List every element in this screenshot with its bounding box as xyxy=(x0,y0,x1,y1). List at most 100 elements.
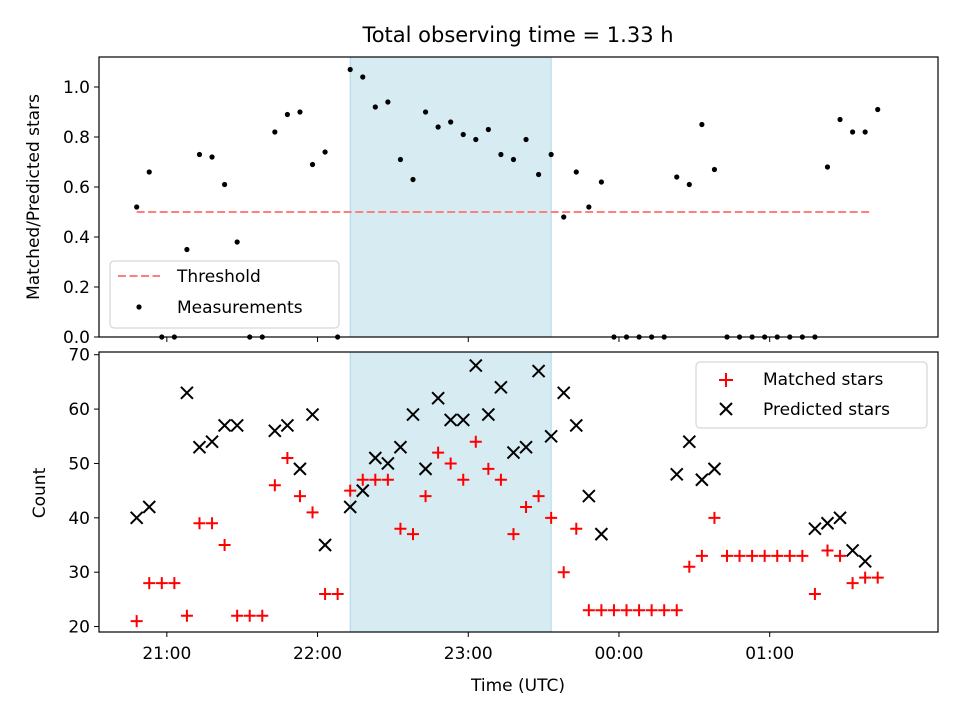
matched-star-point xyxy=(306,506,319,519)
predicted-star-point xyxy=(192,440,207,454)
matched-star-point xyxy=(193,517,206,530)
measurement-point xyxy=(573,169,579,175)
matched-star-point xyxy=(582,604,595,617)
matched-star-point xyxy=(834,549,847,562)
measurement-point xyxy=(221,181,228,188)
bottom-highlight-span xyxy=(349,351,552,633)
measurement-point xyxy=(485,126,491,133)
top-highlight-span xyxy=(349,56,552,338)
bottom-y-axis: 20 30 40 50 60 70 xyxy=(68,346,99,638)
matched-star-point xyxy=(821,544,834,557)
predicted-star-point xyxy=(833,511,847,525)
predicted-star-point xyxy=(293,462,307,476)
matched-star-point xyxy=(695,549,708,562)
matched-star-point xyxy=(557,566,570,579)
predicted-star-point xyxy=(670,467,684,482)
matched-star-point xyxy=(319,587,332,600)
predicted-star-point xyxy=(531,364,546,378)
predicted-star-point xyxy=(180,386,194,400)
matched-star-point xyxy=(482,462,495,475)
matched-star-point xyxy=(758,549,771,562)
matched-star-point xyxy=(733,549,746,562)
bottom-y-tick-label: 40 xyxy=(68,509,90,529)
predicted-star-point xyxy=(393,440,408,454)
bottom-legend: Matched stars Predicted stars xyxy=(695,361,928,429)
predicted-star-point xyxy=(469,358,483,373)
measurement-point xyxy=(146,169,152,175)
measurement-point xyxy=(297,109,303,115)
matched-star-point xyxy=(633,604,646,617)
matched-star-point xyxy=(507,528,520,541)
matched-star-point xyxy=(168,577,181,590)
predicted-star-point xyxy=(845,543,860,558)
measurement-point xyxy=(410,176,416,183)
matched-star-point xyxy=(130,615,143,628)
predicted-star-point xyxy=(418,462,433,476)
predicted-star-point xyxy=(494,380,508,395)
matched-star-point xyxy=(658,604,671,617)
matched-star-point xyxy=(293,490,306,503)
top-y-tick-label: 0.6 xyxy=(63,178,90,198)
matched-star-point xyxy=(670,604,683,617)
matched-star-point xyxy=(155,577,168,590)
matched-star-point xyxy=(708,511,721,524)
legend-matched-swatch xyxy=(719,373,733,387)
measurement-point xyxy=(862,129,868,135)
predicted-star-point xyxy=(456,413,470,427)
predicted-star-point xyxy=(431,391,445,405)
x-tick-label: 00:00 xyxy=(594,644,643,664)
matched-star-point xyxy=(796,549,809,562)
matched-star-point xyxy=(545,511,558,524)
matched-star-point xyxy=(645,604,658,617)
top-legend: Threshold Measurements xyxy=(109,260,340,329)
matched-star-point xyxy=(281,452,294,465)
matched-star-point xyxy=(808,587,821,600)
measurement-point xyxy=(535,171,542,178)
predicted-star-point xyxy=(318,538,332,552)
predicted-star-point xyxy=(481,407,496,422)
measurement-point xyxy=(523,136,529,143)
legend-matched-label: Matched stars xyxy=(763,370,883,390)
matched-star-point xyxy=(871,571,884,584)
measurement-point xyxy=(875,106,881,113)
predicted-star-point xyxy=(544,429,558,443)
x-axis-label: Time (UTC) xyxy=(470,676,565,696)
measurement-point xyxy=(586,204,592,210)
measurement-point xyxy=(209,154,215,160)
measurement-point xyxy=(272,129,278,135)
predicted-star-point xyxy=(707,462,722,476)
predicted-stars-series xyxy=(129,358,872,569)
measurement-point xyxy=(284,111,290,118)
top-y-tick-label: 1.0 xyxy=(63,78,90,98)
matched-star-point xyxy=(331,587,344,600)
bottom-axes-frame xyxy=(98,351,939,633)
predicted-star-point xyxy=(519,440,533,454)
measurement-point xyxy=(498,151,504,158)
matched-star-point xyxy=(344,484,357,497)
matched-star-point xyxy=(381,473,394,486)
measurement-point xyxy=(849,129,856,135)
measurement-point xyxy=(422,109,429,115)
matched-star-point xyxy=(720,549,733,562)
x-tick-label: 23:00 xyxy=(444,644,493,664)
legend-measurements-label: Measurements xyxy=(177,298,303,318)
matched-star-point xyxy=(607,604,620,617)
measurement-point xyxy=(435,124,441,130)
measurement-point xyxy=(196,151,203,158)
matched-star-point xyxy=(419,490,432,503)
measurements-series xyxy=(134,66,881,340)
measurement-point xyxy=(711,166,718,173)
matched-star-point xyxy=(206,517,219,530)
predicted-star-point xyxy=(594,527,609,541)
measurement-point xyxy=(372,104,378,110)
matched-star-point xyxy=(406,528,419,541)
top-panel: 0.0 0.2 0.4 0.6 0.8 1.0 Matched/Predicted sta… xyxy=(24,56,939,348)
matched-star-point xyxy=(494,473,507,486)
top-x-axis xyxy=(166,337,771,342)
matched-star-point xyxy=(620,604,633,617)
measurement-point xyxy=(234,239,240,245)
predicted-star-point xyxy=(820,516,835,530)
predicted-star-point xyxy=(217,418,232,433)
legend-predicted-label: Predicted stars xyxy=(763,400,890,420)
